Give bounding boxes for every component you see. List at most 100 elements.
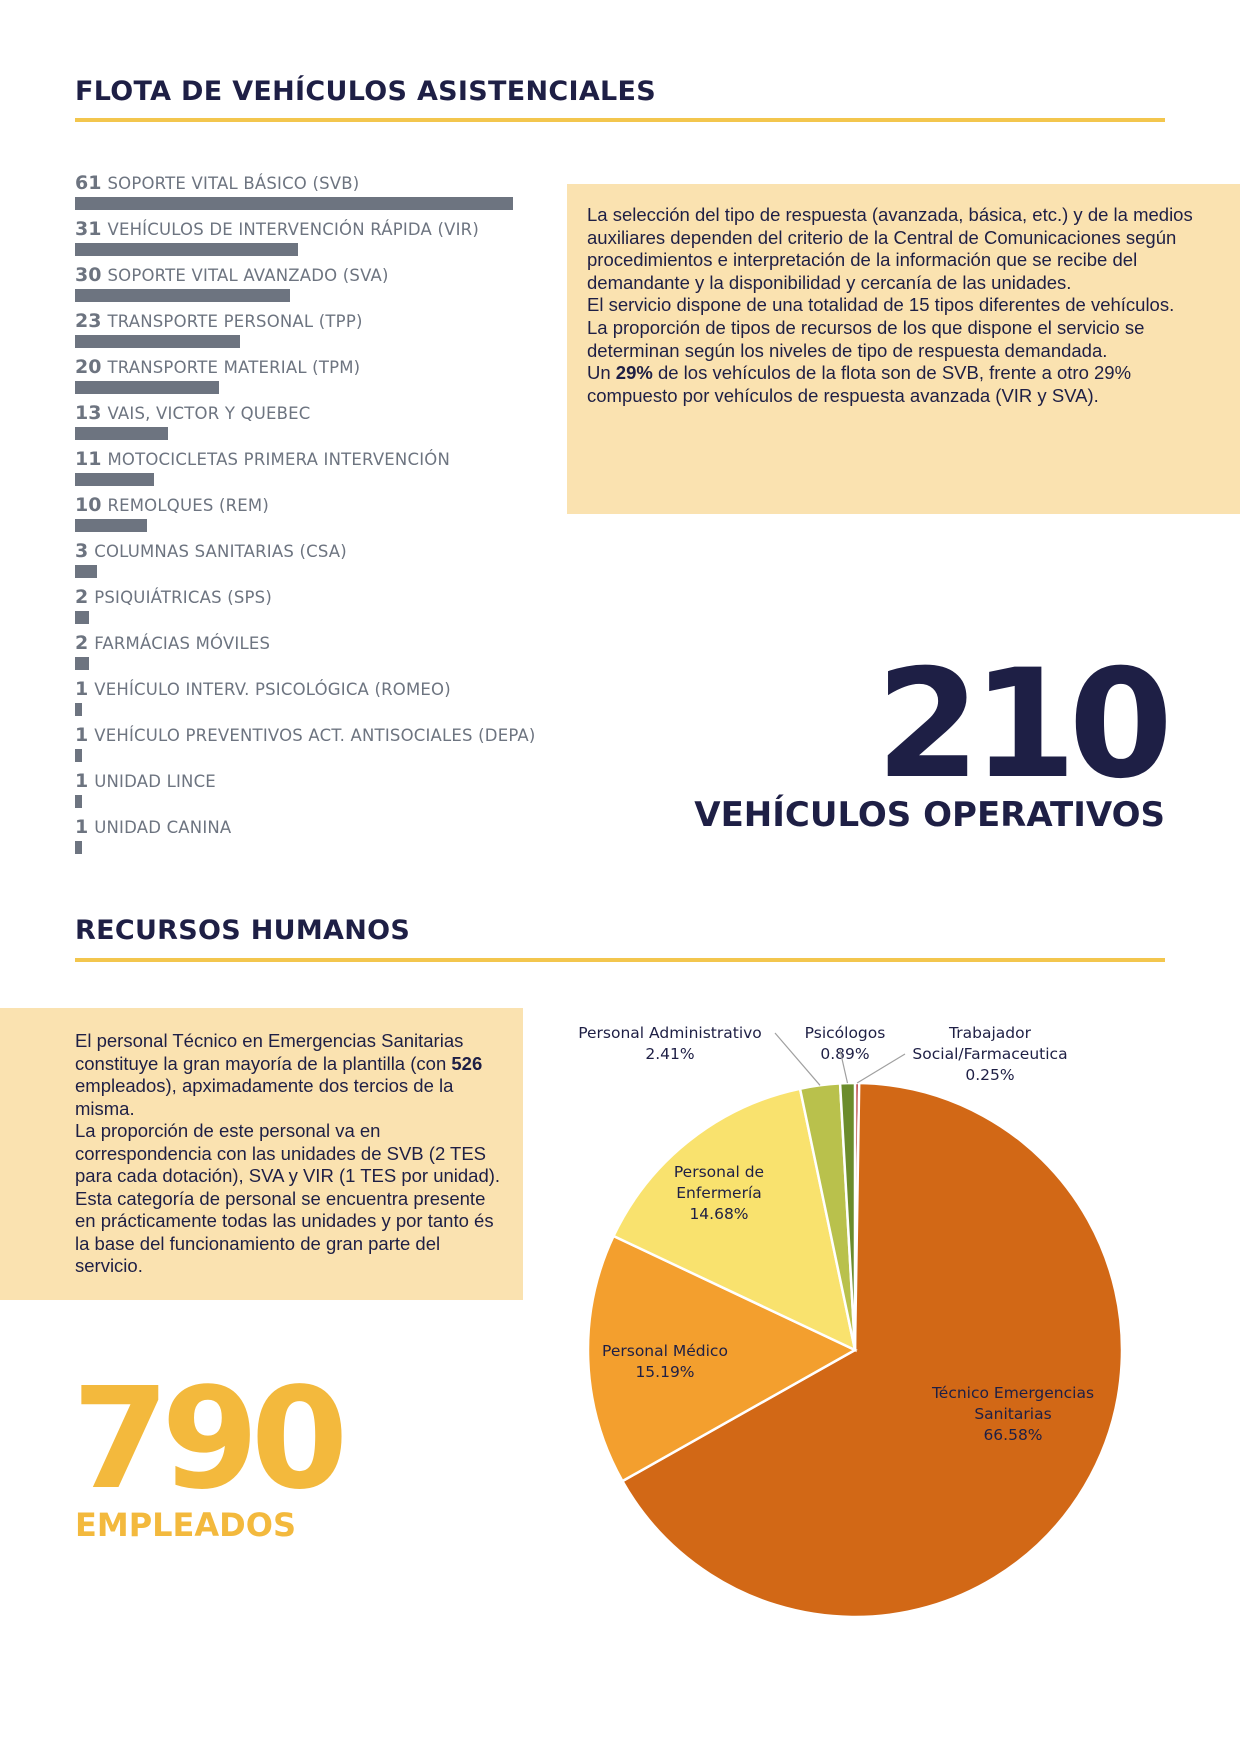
fleet-item-bar — [75, 519, 147, 532]
fleet-item-label: PSIQUIÁTRICAS (SPS) — [94, 588, 272, 607]
fleet-section-title: FLOTA DE VEHÍCULOS ASISTENCIALES — [75, 76, 657, 107]
fleet-item-bar — [75, 427, 168, 440]
fleet-item-label-row: 30 SOPORTE VITAL AVANZADO (SVA) — [75, 264, 389, 288]
pie-slice-label: Sanitarias — [974, 1405, 1051, 1423]
pie-slice-label: Psicólogos — [805, 1024, 886, 1042]
hr-title-rule — [75, 958, 1165, 962]
fleet-item-label: VEHÍCULOS DE INTERVENCIÓN RÁPIDA (VIR) — [107, 220, 479, 239]
hr-info-p1-bold: 526 — [451, 1052, 483, 1074]
fleet-item-label: UNIDAD CANINA — [94, 818, 232, 837]
hr-info-p1-post: empleados), apximadamente dos tercios de… — [75, 1075, 454, 1119]
fleet-item: 10 REMOLQUES (REM) — [75, 494, 595, 540]
fleet-item-bar — [75, 841, 82, 854]
fleet-item-value: 1 — [75, 770, 89, 792]
pie-leader-line — [774, 1032, 821, 1086]
fleet-title-rule — [75, 118, 1165, 122]
fleet-info-box: La selección del tipo de respuesta (avan… — [567, 184, 1240, 514]
fleet-item-label-row: 1 VEHÍCULO PREVENTIVOS ACT. ANTISOCIALES … — [75, 724, 536, 748]
pie-slice-value-label: 15.19% — [635, 1363, 694, 1381]
fleet-item-value: 61 — [75, 172, 102, 194]
fleet-item-label: VEHÍCULO PREVENTIVOS ACT. ANTISOCIALES (… — [94, 726, 536, 745]
fleet-item-bar — [75, 473, 154, 486]
fleet-item-value: 2 — [75, 586, 89, 608]
pie-slice — [620, 1081, 1124, 1619]
pie-slice-label: Personal Médico — [602, 1342, 728, 1360]
fleet-item: 3 COLUMNAS SANITARIAS (CSA) — [75, 540, 595, 586]
hr-info-paragraph-2: La proporción de este personal va en cor… — [75, 1120, 501, 1276]
pie-slice-value-label: 2.41% — [645, 1045, 694, 1063]
pie-leader-line — [856, 1053, 906, 1084]
hr-section-title: RECURSOS HUMANOS — [75, 915, 411, 946]
fleet-item-label-row: 31 VEHÍCULOS DE INTERVENCIÓN RÁPIDA (VIR) — [75, 218, 479, 242]
employee-total: 790 — [72, 1358, 348, 1521]
fleet-item-bar — [75, 611, 89, 624]
fleet-item: 61 SOPORTE VITAL BÁSICO (SVB) — [75, 172, 595, 218]
pie-slice-value-label: 66.58% — [983, 1426, 1042, 1444]
fleet-item: 13 VAIS, VICTOR Y QUEBEC — [75, 402, 595, 448]
fleet-item: 31 VEHÍCULOS DE INTERVENCIÓN RÁPIDA (VIR) — [75, 218, 595, 264]
pie-slice-value-label: 14.68% — [689, 1205, 748, 1223]
fleet-item-bar — [75, 795, 82, 808]
pie-slice — [611, 1087, 857, 1353]
pie-slice-label: Técnico Emergencias — [931, 1384, 1094, 1402]
fleet-item-value: 23 — [75, 310, 102, 332]
hr-info-box: El personal Técnico en Emergencias Sanit… — [0, 1008, 523, 1300]
fleet-item-label: VEHÍCULO INTERV. PSICOLÓGICA (ROMEO) — [94, 680, 451, 699]
fleet-item-label-row: 2 FARMÁCIAS MÓVILES — [75, 632, 270, 656]
fleet-item-value: 13 — [75, 402, 102, 424]
fleet-item-value: 3 — [75, 540, 89, 562]
fleet-item-label-row: 3 COLUMNAS SANITARIAS (CSA) — [75, 540, 347, 564]
fleet-item-label: COLUMNAS SANITARIAS (CSA) — [94, 542, 347, 561]
fleet-item: 2 FARMÁCIAS MÓVILES — [75, 632, 595, 678]
pie-slice-value-label: 0.89% — [820, 1045, 869, 1063]
fleet-item-label: VAIS, VICTOR Y QUEBEC — [107, 404, 311, 423]
fleet-item-label-row: 1 UNIDAD CANINA — [75, 816, 231, 840]
fleet-item-label: UNIDAD LINCE — [94, 772, 216, 791]
fleet-item: 2 PSIQUIÁTRICAS (SPS) — [75, 586, 595, 632]
vehicle-total: 210 — [875, 638, 1173, 812]
fleet-item-label: SOPORTE VITAL BÁSICO (SVB) — [107, 174, 360, 193]
fleet-info-p4-bold: 29% — [615, 362, 653, 384]
fleet-item-label-row: 10 REMOLQUES (REM) — [75, 494, 269, 518]
pie-slice — [853, 1081, 861, 1351]
pie-leader-line — [839, 1049, 849, 1084]
fleet-item: 30 SOPORTE VITAL AVANZADO (SVA) — [75, 264, 595, 310]
fleet-item: 1 VEHÍCULO PREVENTIVOS ACT. ANTISOCIALES … — [75, 724, 595, 770]
fleet-item: 1 VEHÍCULO INTERV. PSICOLÓGICA (ROMEO) — [75, 678, 595, 724]
fleet-item-label: MOTOCICLETAS PRIMERA INTERVENCIÓN — [107, 450, 450, 469]
fleet-item-bar — [75, 289, 290, 302]
fleet-item-value: 31 — [75, 218, 102, 240]
fleet-info-p4-pre: Un — [587, 362, 616, 384]
fleet-item-value: 11 — [75, 448, 102, 470]
fleet-item-value: 10 — [75, 494, 102, 516]
fleet-item-value: 30 — [75, 264, 102, 286]
fleet-info-paragraph-2: El servicio dispone de una totalidad de … — [587, 294, 1175, 316]
fleet-item-label-row: 1 VEHÍCULO INTERV. PSICOLÓGICA (ROMEO) — [75, 678, 451, 702]
fleet-item-label: TRANSPORTE MATERIAL (TPM) — [107, 358, 361, 377]
fleet-item-label: FARMÁCIAS MÓVILES — [94, 634, 271, 653]
fleet-item-label-row: 11 MOTOCICLETAS PRIMERA INTERVENCIÓN — [75, 448, 450, 472]
fleet-item-value: 2 — [75, 632, 89, 654]
fleet-item-bar — [75, 381, 219, 394]
fleet-item-label: SOPORTE VITAL AVANZADO (SVA) — [107, 266, 389, 285]
fleet-item-label-row: 13 VAIS, VICTOR Y QUEBEC — [75, 402, 311, 426]
fleet-item: 1 UNIDAD LINCE — [75, 770, 595, 816]
vehicle-total-caption: VEHÍCULOS OPERATIVOS — [694, 795, 1165, 835]
employee-total-caption: EMPLEADOS — [75, 1506, 296, 1544]
fleet-info-p4-post: de los vehículos de la flota son de SVB,… — [587, 362, 1132, 406]
fleet-item-bar — [75, 749, 82, 762]
fleet-item: 23 TRANSPORTE PERSONAL (TPP) — [75, 310, 595, 356]
hr-info-p1-pre: El personal Técnico en Emergencias Sanit… — [75, 1030, 464, 1074]
pie-slice — [838, 1081, 857, 1351]
hr-info-paragraph-1: El personal Técnico en Emergencias Sanit… — [75, 1030, 503, 1120]
pie-slice — [798, 1082, 857, 1351]
pie-slice-label: Trabajador — [948, 1024, 1032, 1042]
fleet-item-bar — [75, 335, 240, 348]
fleet-item-value: 1 — [75, 724, 89, 746]
fleet-item-bar — [75, 243, 298, 256]
fleet-item-value: 1 — [75, 678, 89, 700]
fleet-item-label: TRANSPORTE PERSONAL (TPP) — [107, 312, 363, 331]
fleet-item-label: REMOLQUES (REM) — [107, 496, 269, 515]
fleet-item-label-row: 2 PSIQUIÁTRICAS (SPS) — [75, 586, 272, 610]
pie-slice-label: Enfermería — [676, 1184, 762, 1202]
